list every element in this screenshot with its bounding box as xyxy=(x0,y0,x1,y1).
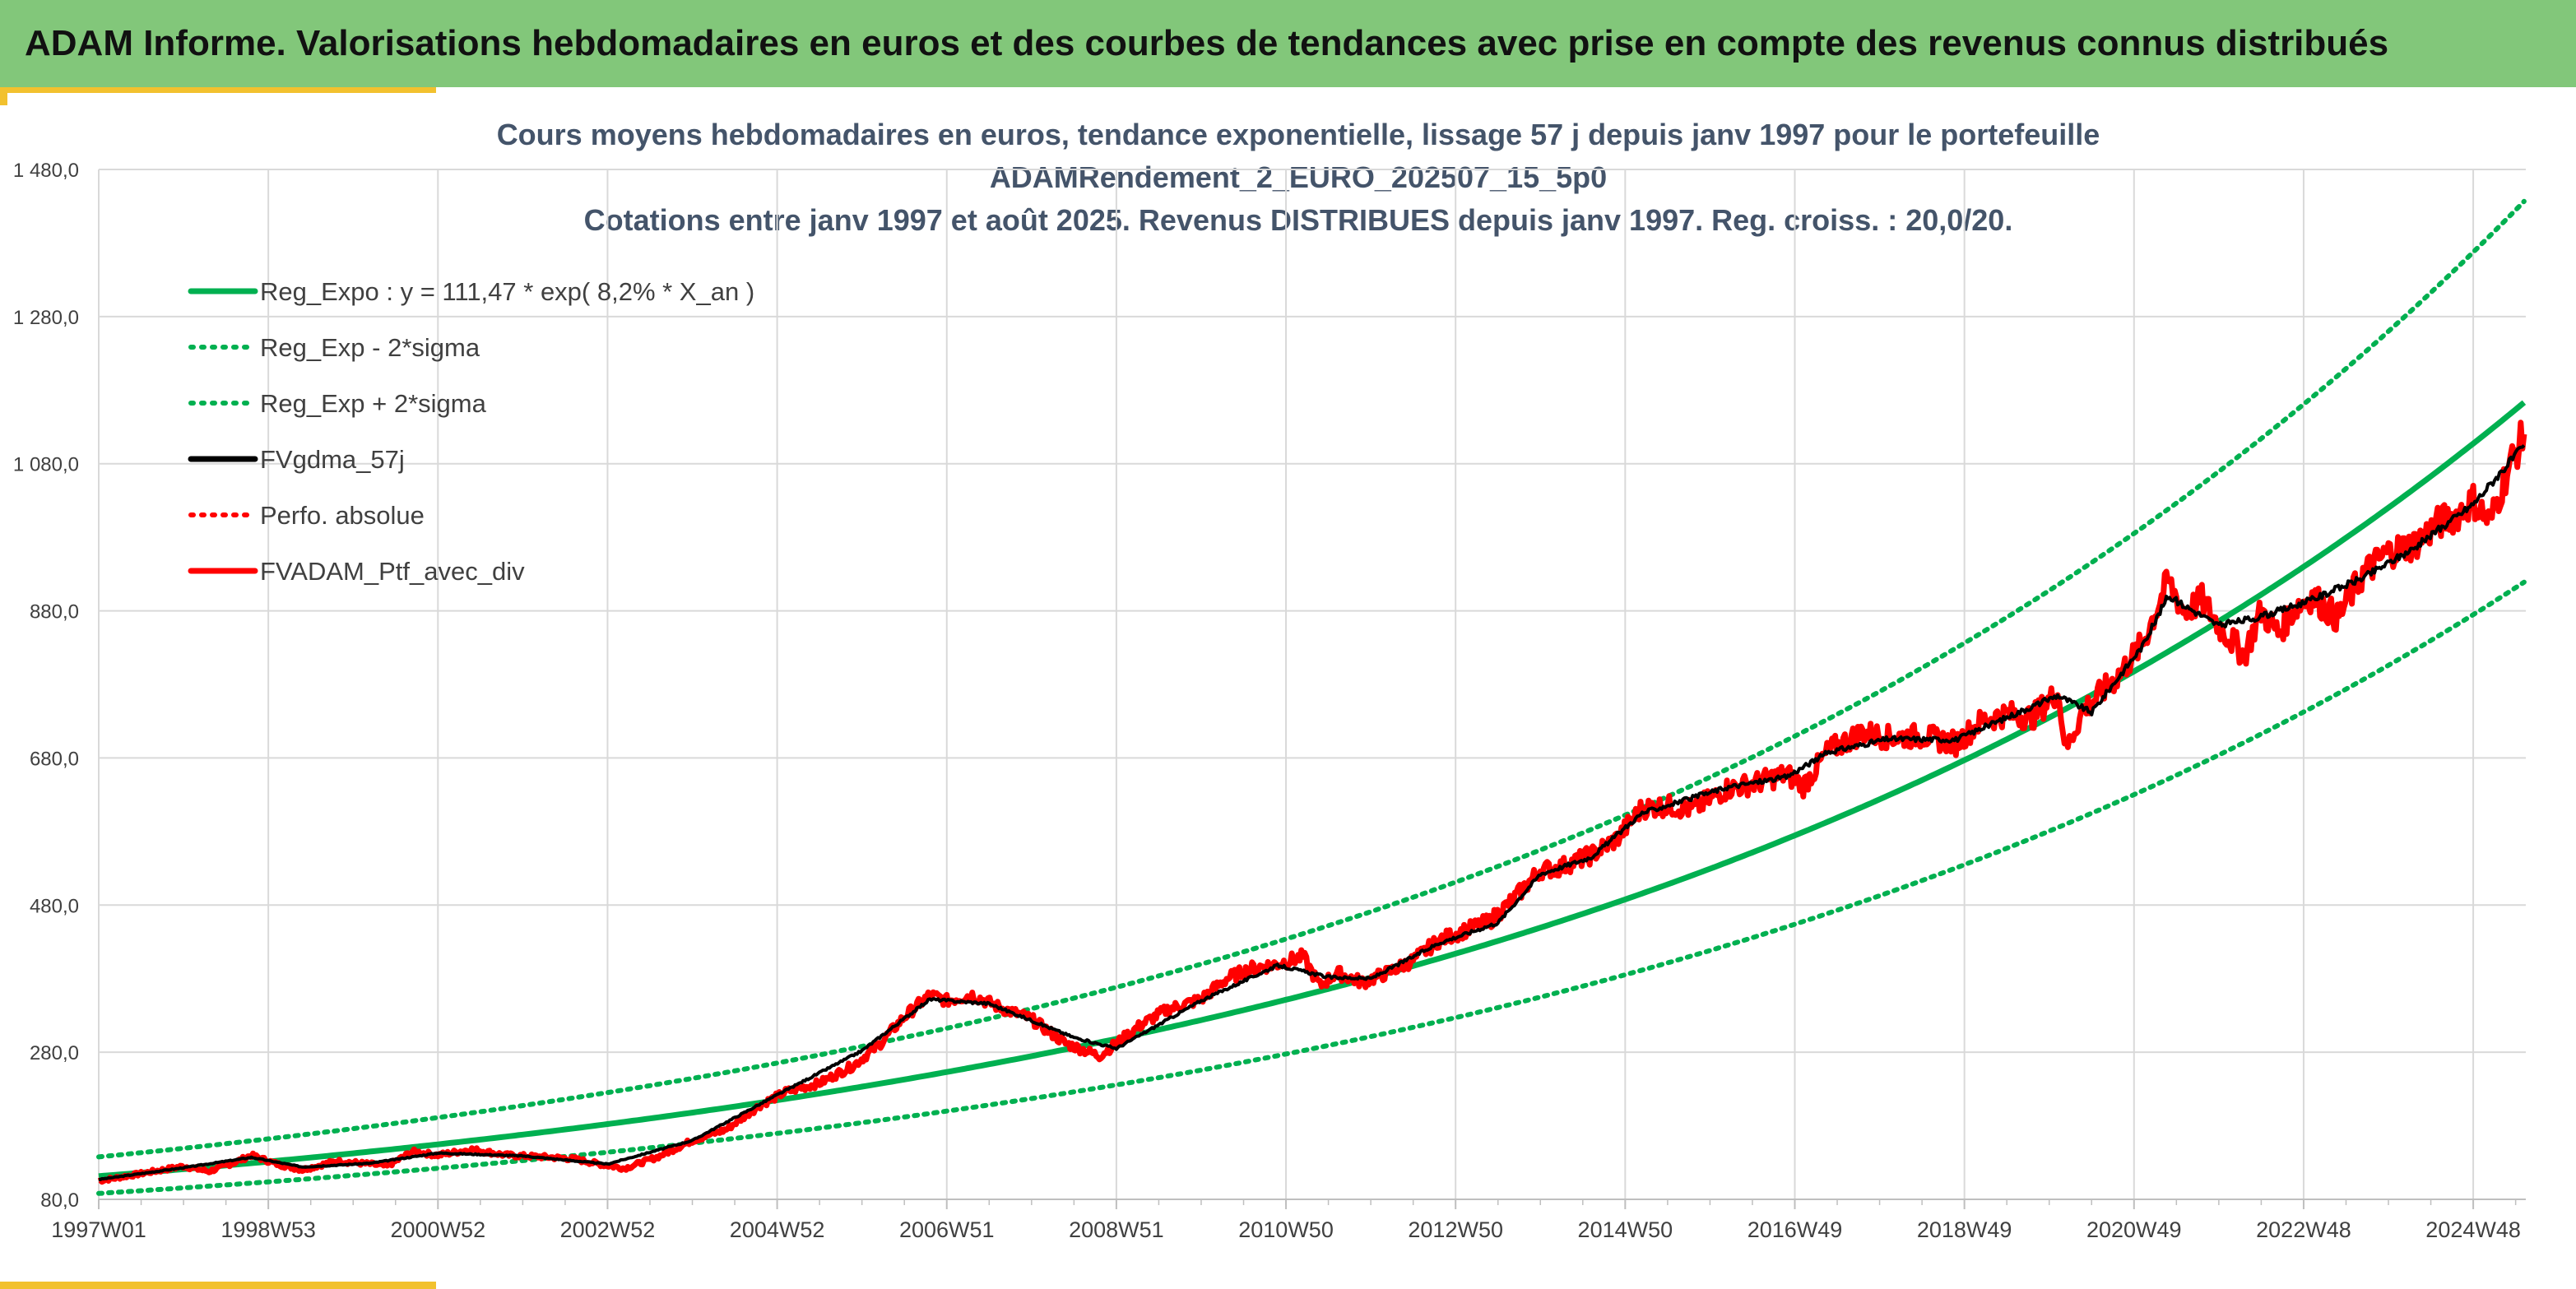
trend-expo-line xyxy=(98,400,2527,1180)
x-tick-label: 2006W51 xyxy=(899,1217,995,1242)
x-tick-label: 2002W52 xyxy=(560,1217,656,1242)
x-tick-label: 2004W52 xyxy=(730,1217,825,1242)
legend-label: FVgdma_57j xyxy=(260,445,405,474)
y-tick-label: 80,0 xyxy=(40,1189,79,1212)
x-tick-label: 1998W53 xyxy=(220,1217,316,1242)
y-tick-label: 280,0 xyxy=(30,1042,79,1064)
y-tick-label: 880,0 xyxy=(30,601,79,624)
x-tick-label: 2014W50 xyxy=(1578,1217,1673,1242)
grid-lines xyxy=(98,169,2526,1200)
chart-title-line-3: Cotations entre janv 1997 et août 2025. … xyxy=(584,203,2013,237)
chart-title: Cours moyens hebdomadaires en euros, ten… xyxy=(497,118,2100,237)
x-tick-label: 2018W49 xyxy=(1917,1217,2012,1242)
legend-label: Reg_Exp + 2*sigma xyxy=(260,389,487,418)
legend-label: Reg_Expo : y = 111,47 * exp( 8,2% * X_an… xyxy=(260,277,754,306)
corner-accent-bottom xyxy=(0,1282,436,1289)
legend-label: Perfo. absolue xyxy=(260,501,425,530)
axes: 80,0 280,0 480,0 680,0 880,0 1 080,0 1 280,0 1 … xyxy=(13,160,2526,1242)
x-tick-label: 2010W50 xyxy=(1238,1217,1334,1242)
x-tick-label: 2012W50 xyxy=(1408,1217,1503,1242)
y-tick-label: 1 280,0 xyxy=(13,307,79,329)
y-tick-label: 680,0 xyxy=(30,748,79,770)
chart-svg: Cours moyens hebdomadaires en euros, ten… xyxy=(13,118,2527,1242)
x-tick-label: 2022W48 xyxy=(2256,1217,2351,1242)
series-fvgdma-57j-line xyxy=(98,444,2526,1181)
x-tick-label: 2008W51 xyxy=(1069,1217,1164,1242)
x-tick-label: 2016W49 xyxy=(1748,1217,1843,1242)
legend: Reg_Expo : y = 111,47 * exp( 8,2% * X_an… xyxy=(188,277,754,586)
legend-label: FVADAM_Ptf_avec_div xyxy=(260,557,525,586)
series-fvadam-ptf-line xyxy=(97,420,2527,1185)
x-tick-label: 2020W49 xyxy=(2086,1217,2182,1242)
x-tick-label: 2024W48 xyxy=(2425,1217,2521,1242)
report-title: ADAM Informe. Valorisations hebdomadaire… xyxy=(25,23,2389,63)
trend-lower-2sigma-line xyxy=(96,579,2527,1196)
report-banner: ADAM Informe. Valorisations hebdomadaire… xyxy=(0,0,2576,87)
y-tick-label: 480,0 xyxy=(30,895,79,917)
corner-accent-left xyxy=(0,87,7,105)
legend-label: Reg_Exp - 2*sigma xyxy=(260,333,480,362)
chart-title-line-2: ADAMRendement_2_EURO_202507_15_5p0 xyxy=(990,160,1607,194)
trend-upper-2sigma-line xyxy=(96,198,2527,1160)
x-tick-label: 2000W52 xyxy=(391,1217,486,1242)
chart-area: Cours moyens hebdomadaires en euros, ten… xyxy=(0,87,2576,1289)
x-tick-label: 1997W01 xyxy=(51,1217,146,1242)
chart-title-line-1: Cours moyens hebdomadaires en euros, ten… xyxy=(497,118,2100,151)
corner-accent-top xyxy=(0,87,436,93)
y-tick-label: 1 080,0 xyxy=(13,454,79,476)
y-tick-label: 1 480,0 xyxy=(13,160,79,182)
data-lines xyxy=(97,420,2527,1185)
